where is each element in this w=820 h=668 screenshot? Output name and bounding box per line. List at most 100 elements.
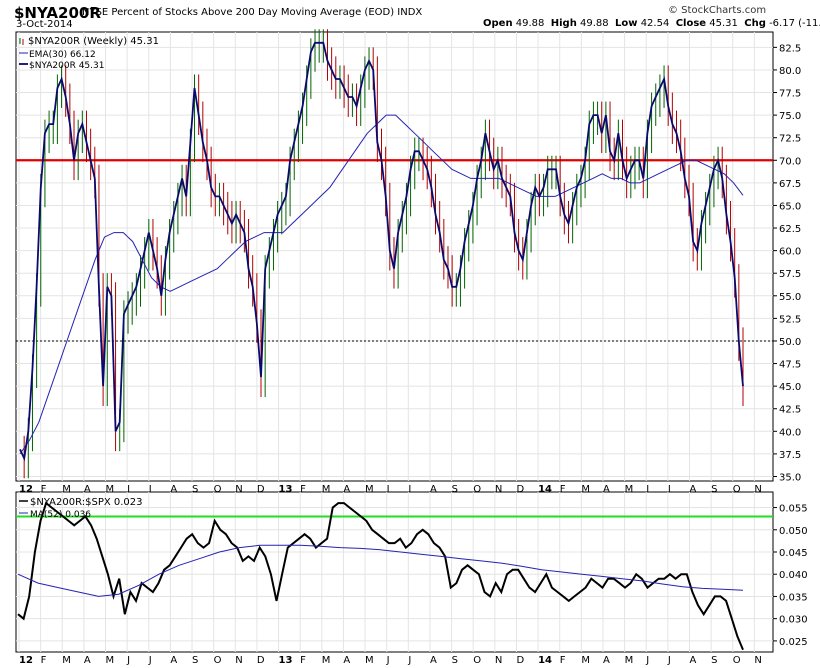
x-tick-label: A <box>170 484 177 495</box>
open-label: Open <box>483 18 513 29</box>
high-label: High <box>550 18 577 29</box>
x-tick-label: J <box>667 484 671 495</box>
ema30-line <box>19 114 744 455</box>
legend-price-weekly: $NYA200R (Weekly) 45.31 <box>28 36 159 47</box>
x-tick-label: N <box>235 655 242 666</box>
y-tick-label: 50.0 <box>779 337 801 348</box>
legend-price: $NYA200R 45.31 <box>29 61 104 71</box>
x-tick-label: M <box>365 484 374 495</box>
x-tick-label: J <box>126 484 130 495</box>
x-tick-label: S <box>711 655 717 666</box>
x-tick-label: 14 <box>538 484 552 495</box>
x-tick-label: A <box>689 655 696 666</box>
x-tick-label: M <box>62 655 71 666</box>
y-tick-label: 82.5 <box>779 43 801 54</box>
y-tick-label: 0.035 <box>779 592 808 603</box>
x-tick-label: S <box>452 655 458 666</box>
x-tick-label: S <box>452 484 458 495</box>
symbol-title: $NYA200R <box>14 4 101 22</box>
y-tick-label: 35.0 <box>779 472 801 483</box>
x-tick-label: J <box>645 655 649 666</box>
y-tick-label: 47.5 <box>779 360 801 371</box>
y-tick-label: 57.5 <box>779 269 801 280</box>
y-tick-label: 0.050 <box>779 526 808 537</box>
x-tick-label: 12 <box>19 655 33 666</box>
close-value: 45.31 <box>709 18 738 29</box>
y-tick-label: 0.025 <box>779 637 808 648</box>
x-tick-label: 13 <box>279 655 293 666</box>
x-tick-label: O <box>214 655 222 666</box>
y-tick-label: 70.0 <box>779 156 801 167</box>
x-tick-label: S <box>192 484 198 495</box>
x-tick-label: A <box>603 484 610 495</box>
low-label: Low <box>615 18 638 29</box>
x-tick-label: F <box>41 655 47 666</box>
y-tick-label: 75.0 <box>779 111 801 122</box>
x-tick-label: A <box>343 655 350 666</box>
ohlc-readout: Open 49.88 High 49.88 Low 42.54 Close 45… <box>483 18 820 29</box>
x-tick-label: D <box>516 655 524 666</box>
x-tick-label: M <box>625 655 634 666</box>
y-tick-label: 55.0 <box>779 292 801 303</box>
legend-ratio-ma: MA(52) 0.036 <box>30 510 91 520</box>
x-tick-label: S <box>711 484 717 495</box>
x-tick-label: F <box>300 655 306 666</box>
x-tick-label: N <box>235 484 242 495</box>
y-tick-label: 80.0 <box>779 66 801 77</box>
y-tick-label: 37.5 <box>779 450 801 461</box>
x-tick-label: N <box>754 655 761 666</box>
ratio-line <box>17 501 744 651</box>
x-tick-label: N <box>754 484 761 495</box>
x-tick-label: M <box>62 484 71 495</box>
y-tick-label: 62.5 <box>779 224 801 235</box>
x-tick-label: J <box>126 655 130 666</box>
x-tick-label: J <box>645 484 649 495</box>
x-tick-label: M <box>365 655 374 666</box>
x-tick-label: J <box>407 655 411 666</box>
high-value: 49.88 <box>580 18 609 29</box>
x-tick-label: M <box>581 655 590 666</box>
x-tick-label: F <box>300 484 306 495</box>
x-tick-label: N <box>495 484 502 495</box>
x-tick-label: S <box>192 655 198 666</box>
x-tick-label: F <box>560 484 566 495</box>
legend-ema: EMA(30) 66.12 <box>29 50 96 60</box>
y-tick-label: 60.0 <box>779 247 801 258</box>
x-tick-label: J <box>386 484 390 495</box>
x-tick-label: A <box>430 655 437 666</box>
y-tick-label: 65.0 <box>779 201 801 212</box>
y-tick-label: 45.0 <box>779 382 801 393</box>
x-tick-label: M <box>322 484 331 495</box>
x-tick-label: F <box>560 655 566 666</box>
x-tick-label: D <box>516 484 524 495</box>
y-tick-label: 77.5 <box>779 89 801 100</box>
x-tick-label: 13 <box>279 484 293 495</box>
y-tick-label: 0.030 <box>779 615 808 626</box>
x-tick-label: O <box>473 484 481 495</box>
x-tick-label: A <box>430 484 437 495</box>
x-tick-label: F <box>41 484 47 495</box>
x-tick-label: D <box>257 655 265 666</box>
close-label: Close <box>675 18 707 29</box>
y-tick-label: 0.040 <box>779 570 808 581</box>
x-tick-label: A <box>170 655 177 666</box>
ratio-ma-line <box>17 544 744 597</box>
y-tick-label: 0.045 <box>779 548 808 559</box>
x-tick-label: J <box>148 484 152 495</box>
y-tick-label: 67.5 <box>779 179 801 190</box>
x-tick-label: J <box>386 655 390 666</box>
x-tick-label: N <box>495 655 502 666</box>
x-tick-label: O <box>473 655 481 666</box>
low-value: 42.54 <box>640 18 670 29</box>
x-tick-label: A <box>84 655 91 666</box>
chart-date: 3-Oct-2014 <box>16 19 73 30</box>
y-tick-label: 42.5 <box>779 405 801 416</box>
chg-value: -6.17 (-11.98%) <box>769 18 820 29</box>
x-tick-label: M <box>625 484 634 495</box>
x-tick-label: A <box>84 484 91 495</box>
x-tick-label: D <box>257 484 265 495</box>
panel-frame <box>15 491 774 653</box>
